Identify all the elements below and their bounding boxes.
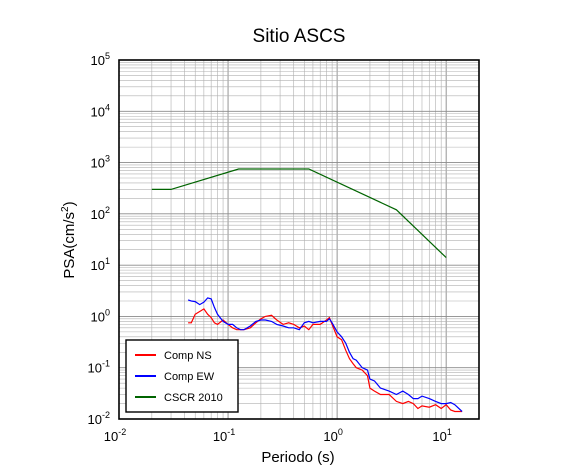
y-axis-label: PSA(cm/s2): [60, 201, 78, 278]
grid: [118, 59, 480, 420]
y-tick-label: 10-2: [88, 410, 110, 427]
x-tick-label: 100: [323, 427, 342, 444]
y-tick-label: 105: [91, 51, 110, 68]
y-tick-label: 101: [91, 256, 110, 273]
y-tick-label: 100: [91, 307, 110, 324]
y-axis-label-base: PSA(cm/s: [61, 212, 78, 279]
y-tick-label: 102: [91, 205, 110, 222]
series-line-cscr-2010: [151, 168, 447, 259]
x-tick-label: 10-2: [104, 427, 126, 444]
series-line-comp-ew: [187, 297, 463, 412]
y-tick-label: 104: [91, 102, 110, 119]
legend-entry: CSCR 2010: [164, 392, 223, 404]
y-tick-label: 103: [91, 154, 110, 171]
y-axis-label-end: ): [61, 201, 78, 206]
legend: Comp NS Comp EW CSCR 2010: [125, 339, 239, 413]
x-tick-label: 101: [432, 427, 451, 444]
x-axis-label: Periodo (s): [261, 449, 334, 466]
legend-entry: Comp NS: [164, 350, 212, 362]
x-tick-labels: 10-2 10-1 100 101: [104, 427, 452, 444]
y-tick-label: 10-1: [88, 359, 110, 376]
chart-title: Sitio ASCS: [253, 26, 346, 47]
series-layer: [151, 168, 463, 413]
plot-frame: [118, 59, 480, 420]
y-tick-labels: 10-2 10-1 100 101 102 103 104 105: [88, 51, 110, 427]
series-line-comp-ns: [188, 308, 463, 413]
x-tick-label: 10-1: [213, 427, 235, 444]
y-axis-label-superscript: 2: [60, 206, 71, 212]
legend-entry: Comp EW: [164, 371, 215, 383]
